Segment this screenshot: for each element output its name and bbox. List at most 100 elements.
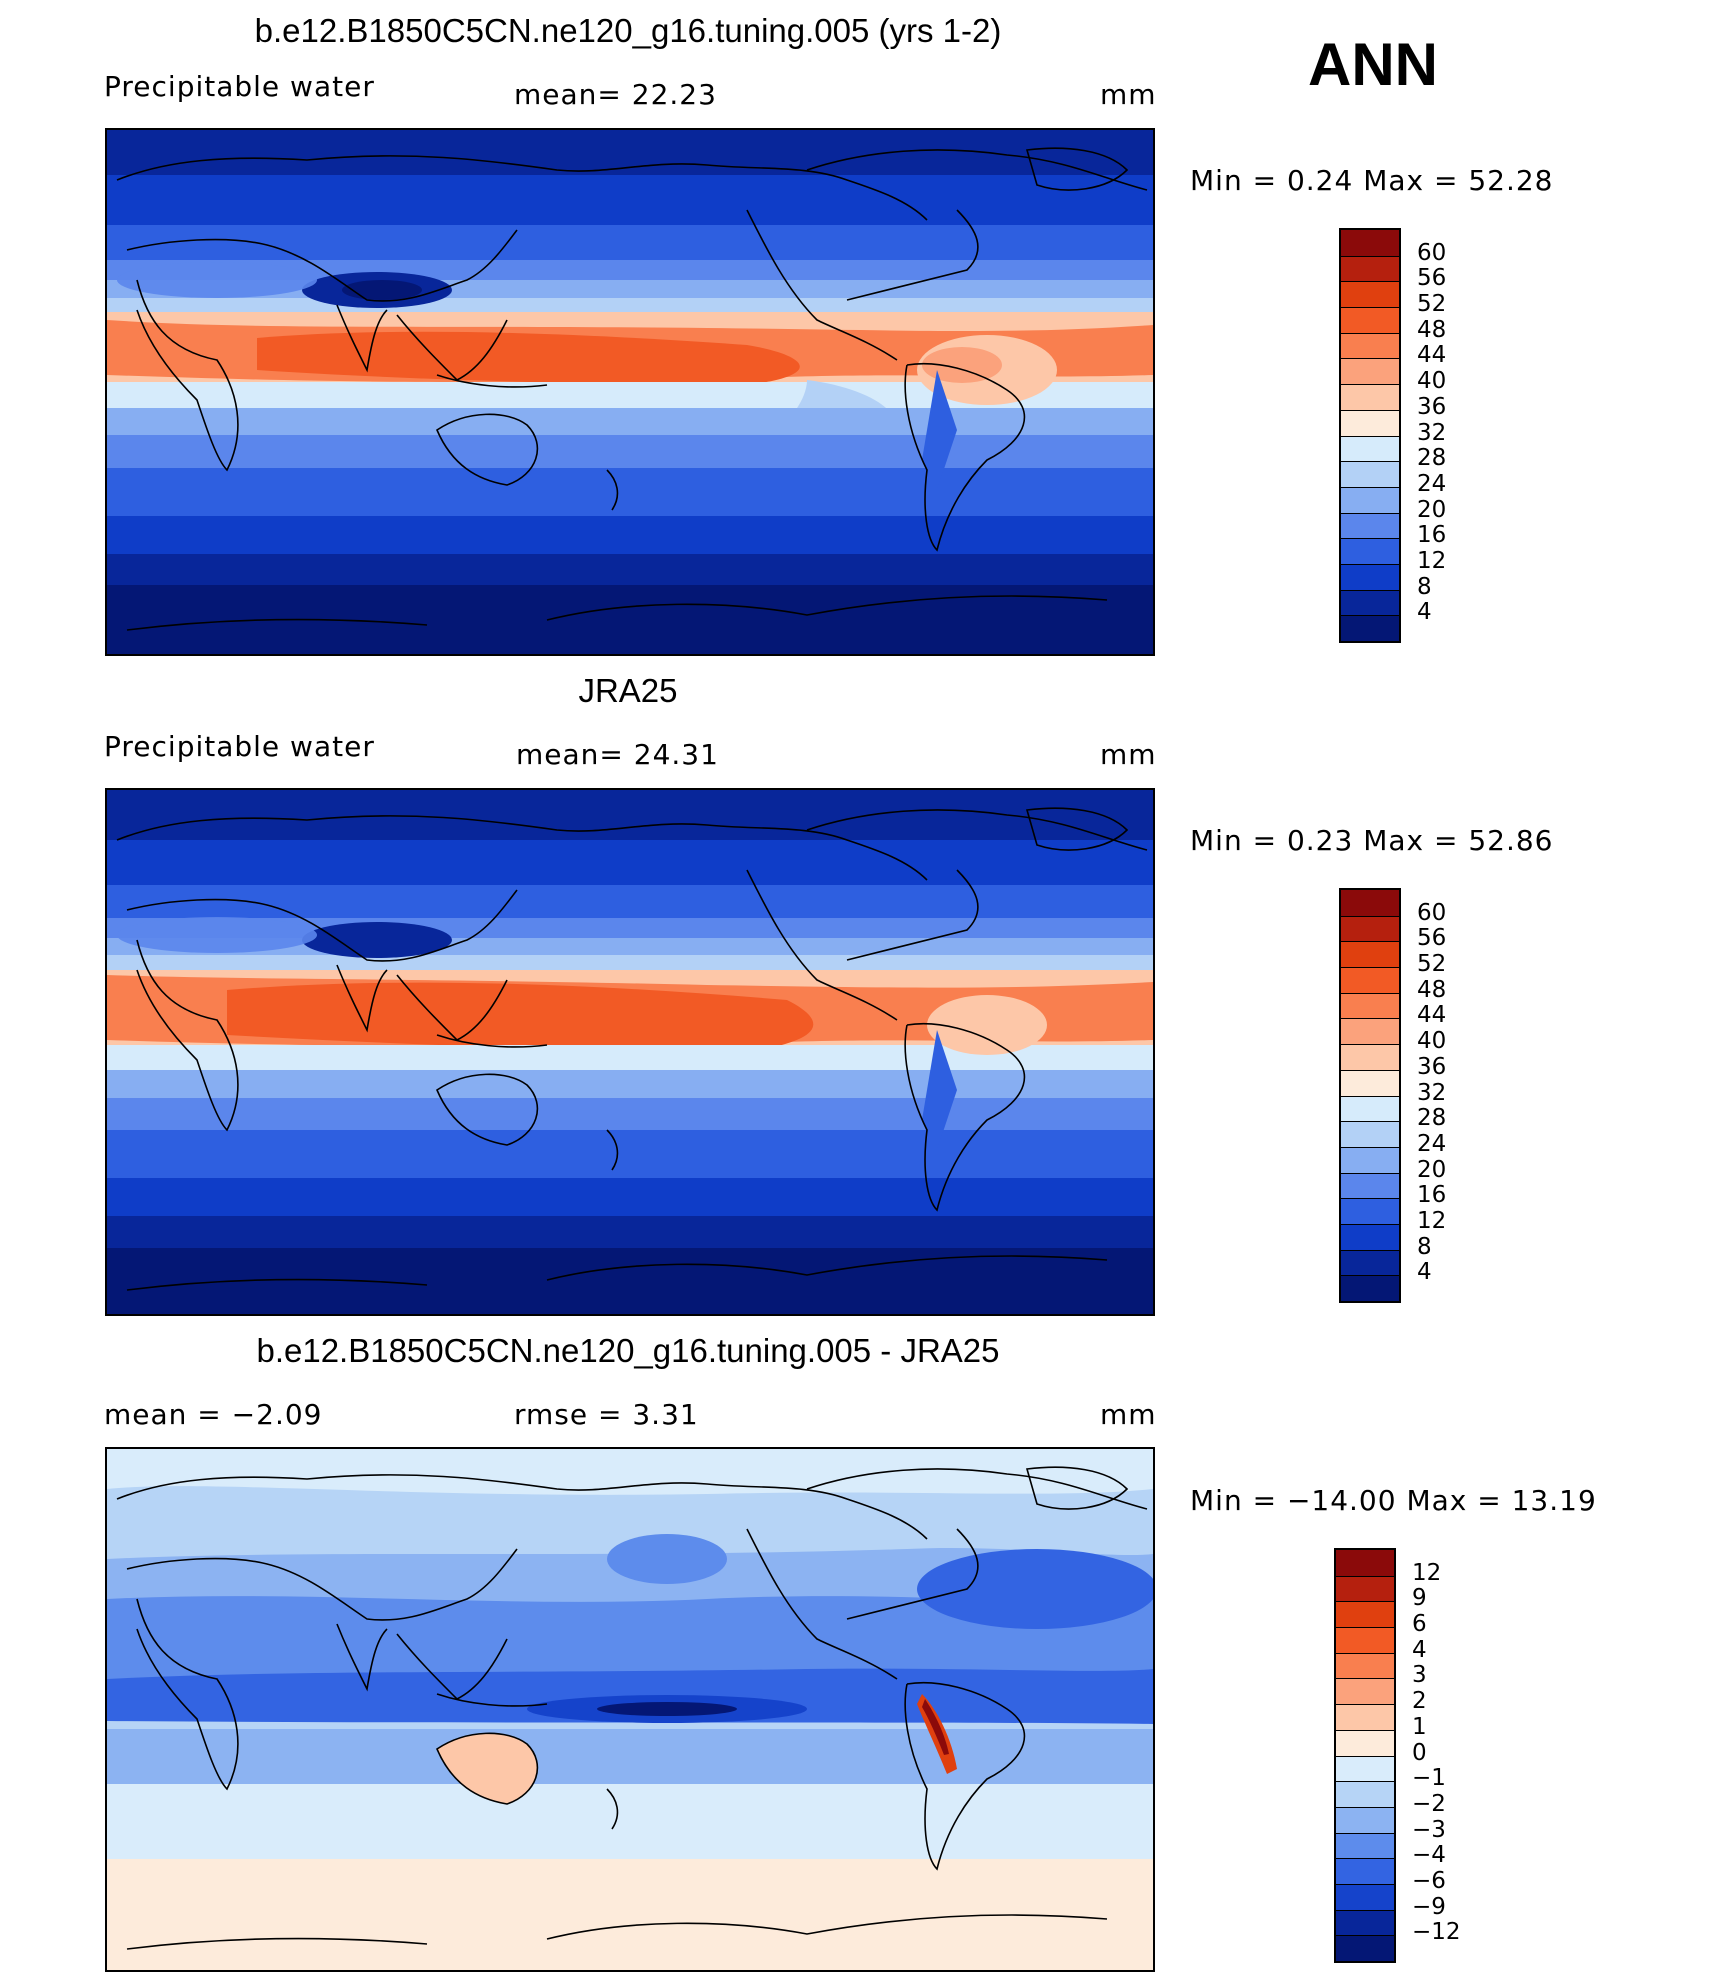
colorbar-tick-label: 40 (1417, 1028, 1447, 1055)
colorbar-tick-label: 9 (1412, 1585, 1427, 1612)
colorbar-segment (1341, 915, 1399, 942)
colorbar-segment (1341, 1198, 1399, 1224)
colorbar-tick-label: 20 (1417, 1156, 1447, 1183)
colorbar-tick-label: 36 (1417, 1053, 1447, 1080)
panel-2-variable-label: Precipitable water (104, 730, 375, 763)
colorbar-tick-label: 2 (1412, 1688, 1427, 1715)
colorbar-tick-label: 32 (1417, 1079, 1447, 1106)
colorbar-tick-label: −9 (1412, 1893, 1446, 1920)
colorbar-tick-label: 40 (1417, 368, 1447, 395)
colorbar-tick-label: 1 (1412, 1713, 1427, 1740)
colorbar-tick-label: 32 (1417, 419, 1447, 446)
colorbar-segment (1341, 941, 1399, 968)
colorbar-tick-label: 4 (1412, 1636, 1427, 1663)
colorbar-segment (1341, 255, 1399, 282)
colorbar-segment (1336, 1832, 1394, 1859)
colorbar-tick-label: 0 (1412, 1739, 1427, 1766)
colorbar-tick-label: 44 (1417, 342, 1447, 369)
colorbar-tick-label: 24 (1417, 470, 1447, 497)
colorbar-tick-label: 52 (1417, 951, 1447, 978)
colorbar-tick-label: −3 (1412, 1816, 1446, 1843)
panel-3-colorbar (1334, 1548, 1396, 1963)
colorbar-segment (1341, 230, 1399, 256)
panel-2-title: JRA25 (578, 672, 678, 709)
panel-1-map (105, 128, 1155, 656)
colorbar-segment (1341, 1223, 1399, 1250)
colorbar-segment (1341, 512, 1399, 539)
colorbar-tick-label: −4 (1412, 1842, 1446, 1869)
panel-1-mean-label: mean= 22.23 (514, 78, 717, 111)
colorbar-tick-label: 20 (1417, 496, 1447, 523)
colorbar-tick-label: 44 (1417, 1002, 1447, 1029)
colorbar-segment (1336, 1935, 1394, 1961)
panel-3-rmse-label: rmse = 3.31 (514, 1398, 699, 1431)
colorbar-tick-label: 60 (1417, 899, 1447, 926)
colorbar-tick-label: 6 (1412, 1611, 1427, 1638)
panel-3-units: mm (1100, 1398, 1157, 1431)
panel-1-colorbar (1339, 228, 1401, 643)
colorbar-tick-label: 36 (1417, 393, 1447, 420)
colorbar-segment (1341, 1044, 1399, 1070)
panel-2-map-plot (107, 790, 1153, 1314)
colorbar-segment (1341, 615, 1399, 641)
colorbar-segment (1336, 1781, 1394, 1807)
colorbar-tick-label: 16 (1417, 522, 1447, 549)
colorbar-segment (1336, 1883, 1394, 1910)
colorbar-tick-label: −2 (1412, 1790, 1446, 1817)
panel-3-map (105, 1447, 1155, 1972)
colorbar-tick-label: 4 (1417, 1259, 1432, 1286)
colorbar-tick-label: −6 (1412, 1867, 1446, 1894)
colorbar-segment (1341, 967, 1399, 993)
panel-2-mean-label: mean= 24.31 (516, 738, 719, 771)
panel-3-mean-label: mean = −2.09 (104, 1398, 323, 1431)
colorbar-segment (1336, 1755, 1394, 1782)
colorbar-tick-label: 3 (1412, 1662, 1427, 1689)
colorbar-segment (1336, 1729, 1394, 1756)
colorbar-segment (1336, 1601, 1394, 1628)
colorbar-tick-label: 12 (1417, 1207, 1447, 1234)
colorbar-tick-label: 48 (1417, 976, 1447, 1003)
season-label: ANN (1308, 31, 1438, 98)
panel-3-map-plot (107, 1449, 1153, 1970)
colorbar-segment (1341, 1018, 1399, 1045)
colorbar-tick-label: 56 (1417, 925, 1447, 952)
colorbar-segment (1341, 384, 1399, 410)
colorbar-tick-label: 8 (1417, 573, 1432, 600)
colorbar-segment (1341, 1275, 1399, 1301)
colorbar-segment (1341, 538, 1399, 564)
colorbar-tick-label: 8 (1417, 1233, 1432, 1260)
colorbar-segment (1336, 1858, 1394, 1884)
colorbar-segment (1336, 1678, 1394, 1705)
colorbar-segment (1341, 461, 1399, 487)
colorbar-tick-label: 28 (1417, 1105, 1447, 1132)
colorbar-segment (1341, 563, 1399, 590)
colorbar-segment (1336, 1550, 1394, 1576)
colorbar-segment (1341, 332, 1399, 359)
colorbar-segment (1336, 1575, 1394, 1602)
colorbar-tick-label: −1 (1412, 1765, 1446, 1792)
colorbar-segment (1341, 589, 1399, 616)
colorbar-segment (1341, 890, 1399, 916)
colorbar-tick-label: 4 (1417, 599, 1432, 626)
colorbar-segment (1341, 1249, 1399, 1276)
colorbar-segment (1336, 1806, 1394, 1833)
panel-1-title: b.e12.B1850C5CN.ne120_g16.tuning.005 (yr… (254, 12, 1002, 49)
colorbar-segment (1341, 486, 1399, 513)
colorbar-segment (1341, 992, 1399, 1019)
colorbar-segment (1341, 1095, 1399, 1122)
colorbar-tick-label: 12 (1417, 547, 1447, 574)
panel-2-map (105, 788, 1155, 1316)
colorbar-segment (1341, 1146, 1399, 1173)
colorbar-tick-label: 12 (1412, 1559, 1442, 1586)
colorbar-segment (1336, 1627, 1394, 1653)
panel-2-minmax: Min = 0.23 Max = 52.86 (1190, 824, 1554, 857)
colorbar-segment (1341, 307, 1399, 333)
colorbar-tick-label: 48 (1417, 316, 1447, 343)
colorbar-segment (1341, 281, 1399, 308)
colorbar-tick-label: −12 (1412, 1919, 1461, 1946)
panel-1-minmax: Min = 0.24 Max = 52.28 (1190, 164, 1554, 197)
colorbar-segment (1341, 358, 1399, 385)
colorbar-tick-label: 16 (1417, 1182, 1447, 1209)
colorbar-segment (1341, 409, 1399, 436)
panel-2-colorbar (1339, 888, 1401, 1303)
